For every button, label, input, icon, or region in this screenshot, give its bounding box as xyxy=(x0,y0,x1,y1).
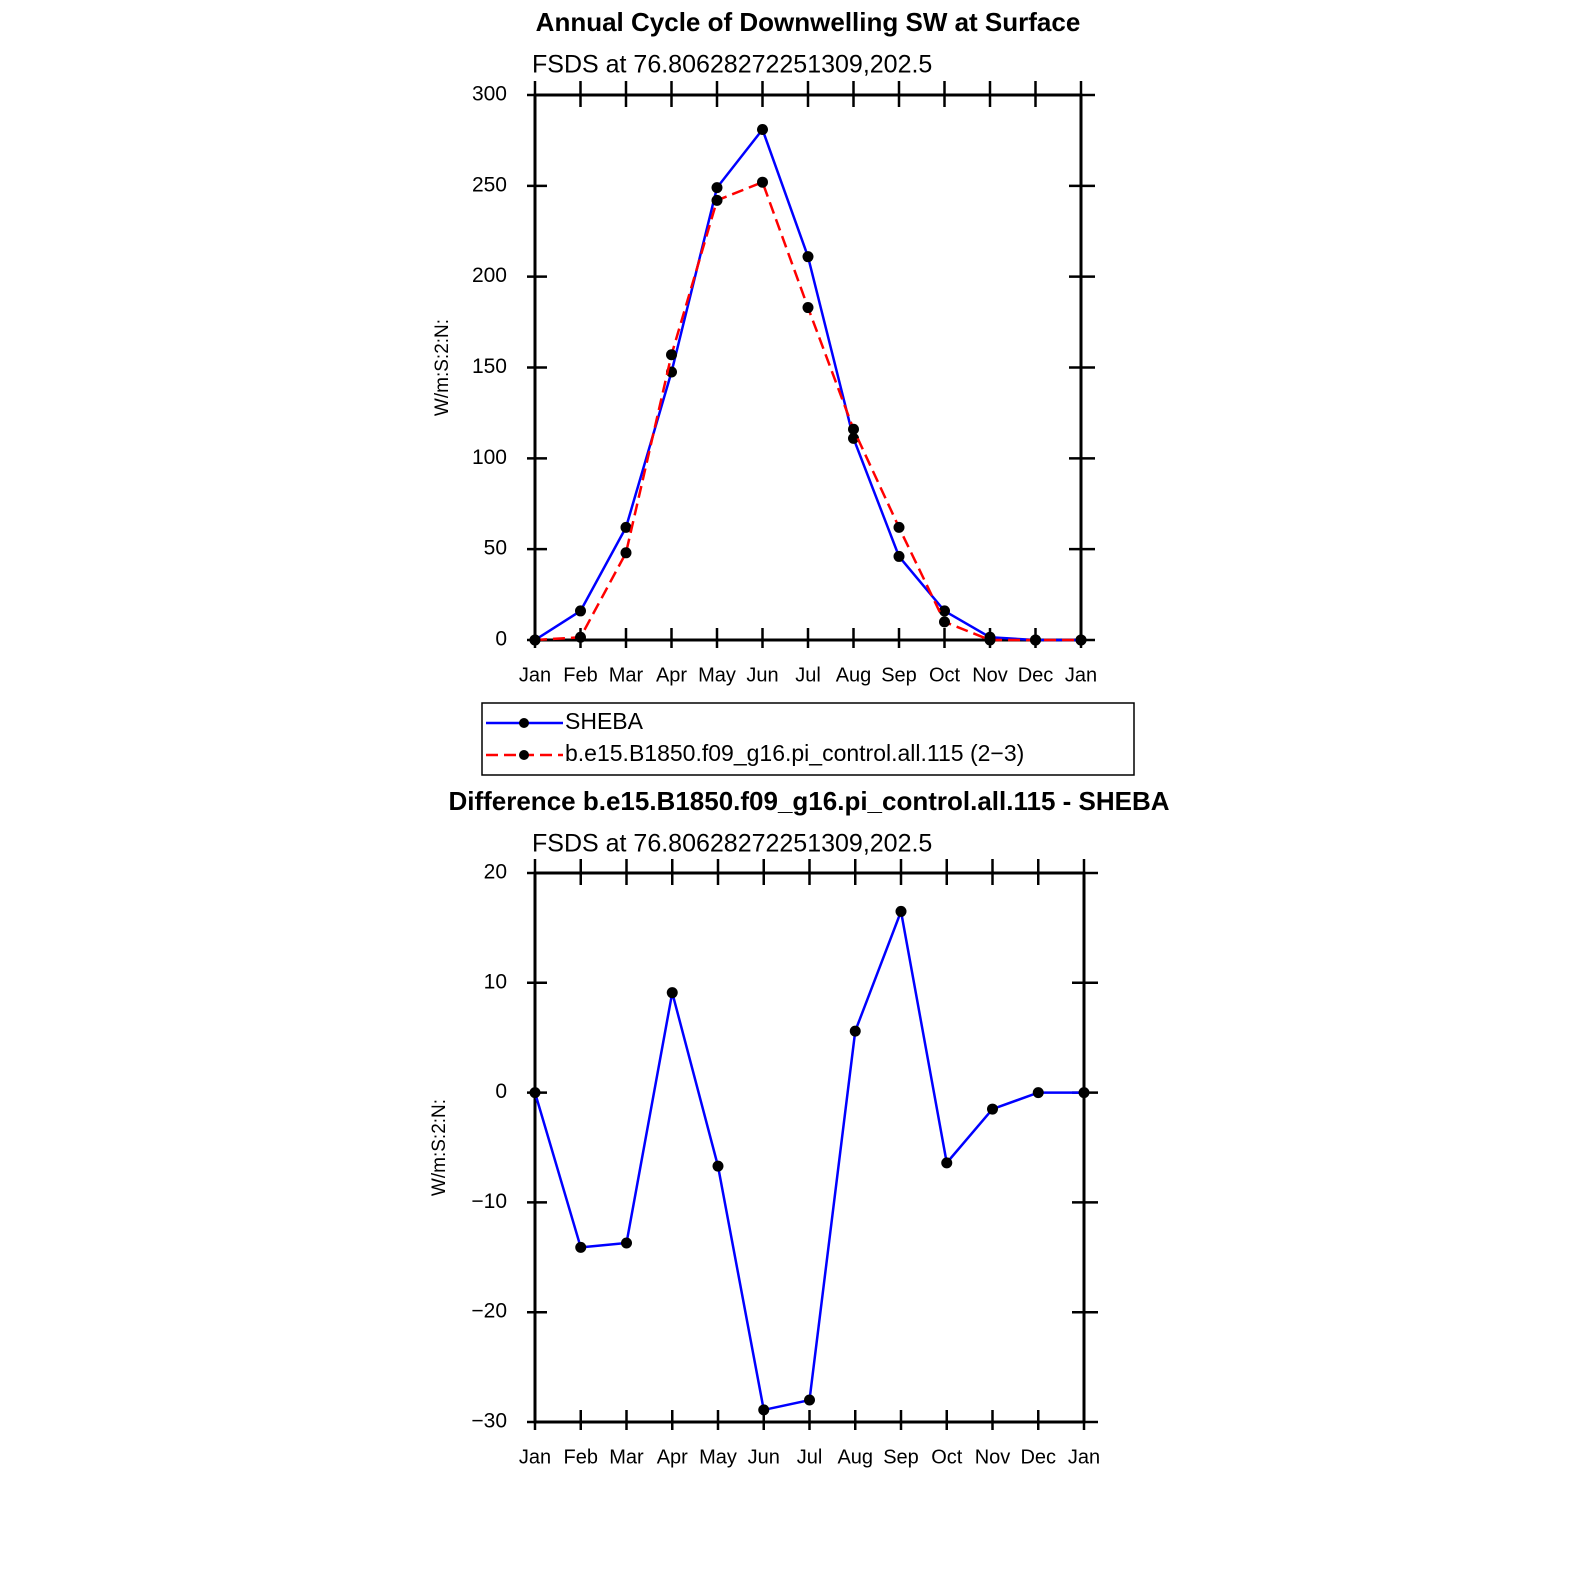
legend-label: SHEBA xyxy=(565,708,644,734)
data-point xyxy=(848,423,859,435)
data-point xyxy=(620,547,632,559)
x-tick-label: Mar xyxy=(609,664,644,686)
x-tick-label: Jul xyxy=(797,1446,823,1468)
data-point xyxy=(666,349,677,361)
data-point xyxy=(757,124,768,136)
x-tick-label: Apr xyxy=(657,1446,688,1468)
data-point xyxy=(712,1160,724,1172)
y-tick-label: 0 xyxy=(495,628,507,651)
data-point xyxy=(711,194,723,206)
x-tick-label: Mar xyxy=(609,1446,644,1468)
data-point xyxy=(620,521,632,533)
data-point xyxy=(575,1241,587,1253)
legend-box xyxy=(481,702,1135,776)
y-tick-label: 200 xyxy=(472,264,507,287)
data-point xyxy=(575,631,586,643)
x-tick-label: Jan xyxy=(519,664,551,686)
data-point xyxy=(893,521,905,533)
x-tick-label: Jul xyxy=(795,664,821,686)
data-point xyxy=(802,302,814,314)
chart-subtitle: FSDS at 76.80628272251309,202.5 xyxy=(532,830,932,858)
x-tick-label: Aug xyxy=(836,664,872,686)
data-point xyxy=(711,182,723,194)
x-tick-label: May xyxy=(698,664,736,686)
legend-marker xyxy=(519,750,529,760)
chart-title: Difference b.e15.B1850.f09_g16.pi_contro… xyxy=(448,786,1169,816)
y-tick-label: 150 xyxy=(472,355,507,378)
legend-marker xyxy=(519,718,529,728)
chart-subtitle: FSDS at 76.80628272251309,202.5 xyxy=(532,51,932,79)
data-point xyxy=(757,176,768,188)
x-tick-label: Dec xyxy=(1020,1446,1056,1468)
series-line xyxy=(534,126,1081,642)
data-point xyxy=(666,987,678,999)
x-tick-label: Nov xyxy=(975,1446,1011,1468)
x-tick-label: Nov xyxy=(972,664,1008,686)
data-point xyxy=(939,605,950,617)
y-axis-label: W/m:S:2:N: xyxy=(432,319,453,416)
x-tick-label: Sep xyxy=(883,1446,919,1468)
data-point xyxy=(804,1394,815,1406)
y-tick-label: 300 xyxy=(472,83,507,106)
chart-title: Annual Cycle of Downwelling SW at Surfac… xyxy=(536,7,1081,37)
data-point xyxy=(575,605,586,617)
data-point xyxy=(848,432,859,444)
data-point xyxy=(802,251,814,263)
x-tick-label: Aug xyxy=(837,1446,873,1468)
y-tick-label: −20 xyxy=(471,1300,507,1323)
legend-label: b.e15.B1850.f09_g16.pi_control.all.115 (… xyxy=(565,740,1024,766)
series-line xyxy=(533,906,1084,1412)
y-tick-label: 0 xyxy=(495,1080,507,1103)
y-axis-label: W/m:S:2:N: xyxy=(429,1099,450,1196)
series-line xyxy=(534,180,1081,642)
data-point xyxy=(621,1237,632,1249)
data-point xyxy=(987,1103,998,1115)
x-tick-label: Jan xyxy=(519,1446,551,1468)
data-point xyxy=(529,1087,541,1099)
data-point xyxy=(939,616,950,628)
x-tick-label: Jun xyxy=(748,1446,780,1468)
data-point xyxy=(984,634,996,646)
x-tick-label: Feb xyxy=(563,664,597,686)
x-tick-label: Jun xyxy=(746,664,778,686)
x-tick-label: Oct xyxy=(931,1446,963,1468)
x-tick-label: Feb xyxy=(564,1446,598,1468)
x-tick-label: Apr xyxy=(656,664,687,686)
data-point xyxy=(895,905,907,917)
x-tick-label: Sep xyxy=(881,664,917,686)
y-tick-label: 100 xyxy=(472,446,507,469)
plot-frame xyxy=(533,871,1086,1424)
data-point xyxy=(758,1404,770,1416)
plot-frame xyxy=(533,93,1083,642)
x-tick-label: May xyxy=(699,1446,737,1468)
data-point xyxy=(1030,634,1041,646)
y-tick-label: 250 xyxy=(472,173,507,196)
y-tick-label: −10 xyxy=(471,1190,507,1213)
x-tick-label: Jan xyxy=(1068,1446,1100,1468)
data-point xyxy=(1078,1087,1090,1099)
y-tick-label: 20 xyxy=(484,861,507,884)
data-point xyxy=(1075,634,1087,646)
data-point xyxy=(1032,1087,1044,1099)
data-point xyxy=(849,1025,861,1037)
y-tick-label: 10 xyxy=(484,970,507,993)
x-tick-label: Oct xyxy=(929,664,961,686)
y-tick-label: −30 xyxy=(471,1410,507,1433)
x-tick-label: Dec xyxy=(1018,664,1054,686)
data-point xyxy=(529,634,541,646)
y-tick-label: 50 xyxy=(484,537,507,560)
data-point xyxy=(893,550,905,562)
x-tick-label: Jan xyxy=(1065,664,1097,686)
data-point xyxy=(941,1157,953,1169)
